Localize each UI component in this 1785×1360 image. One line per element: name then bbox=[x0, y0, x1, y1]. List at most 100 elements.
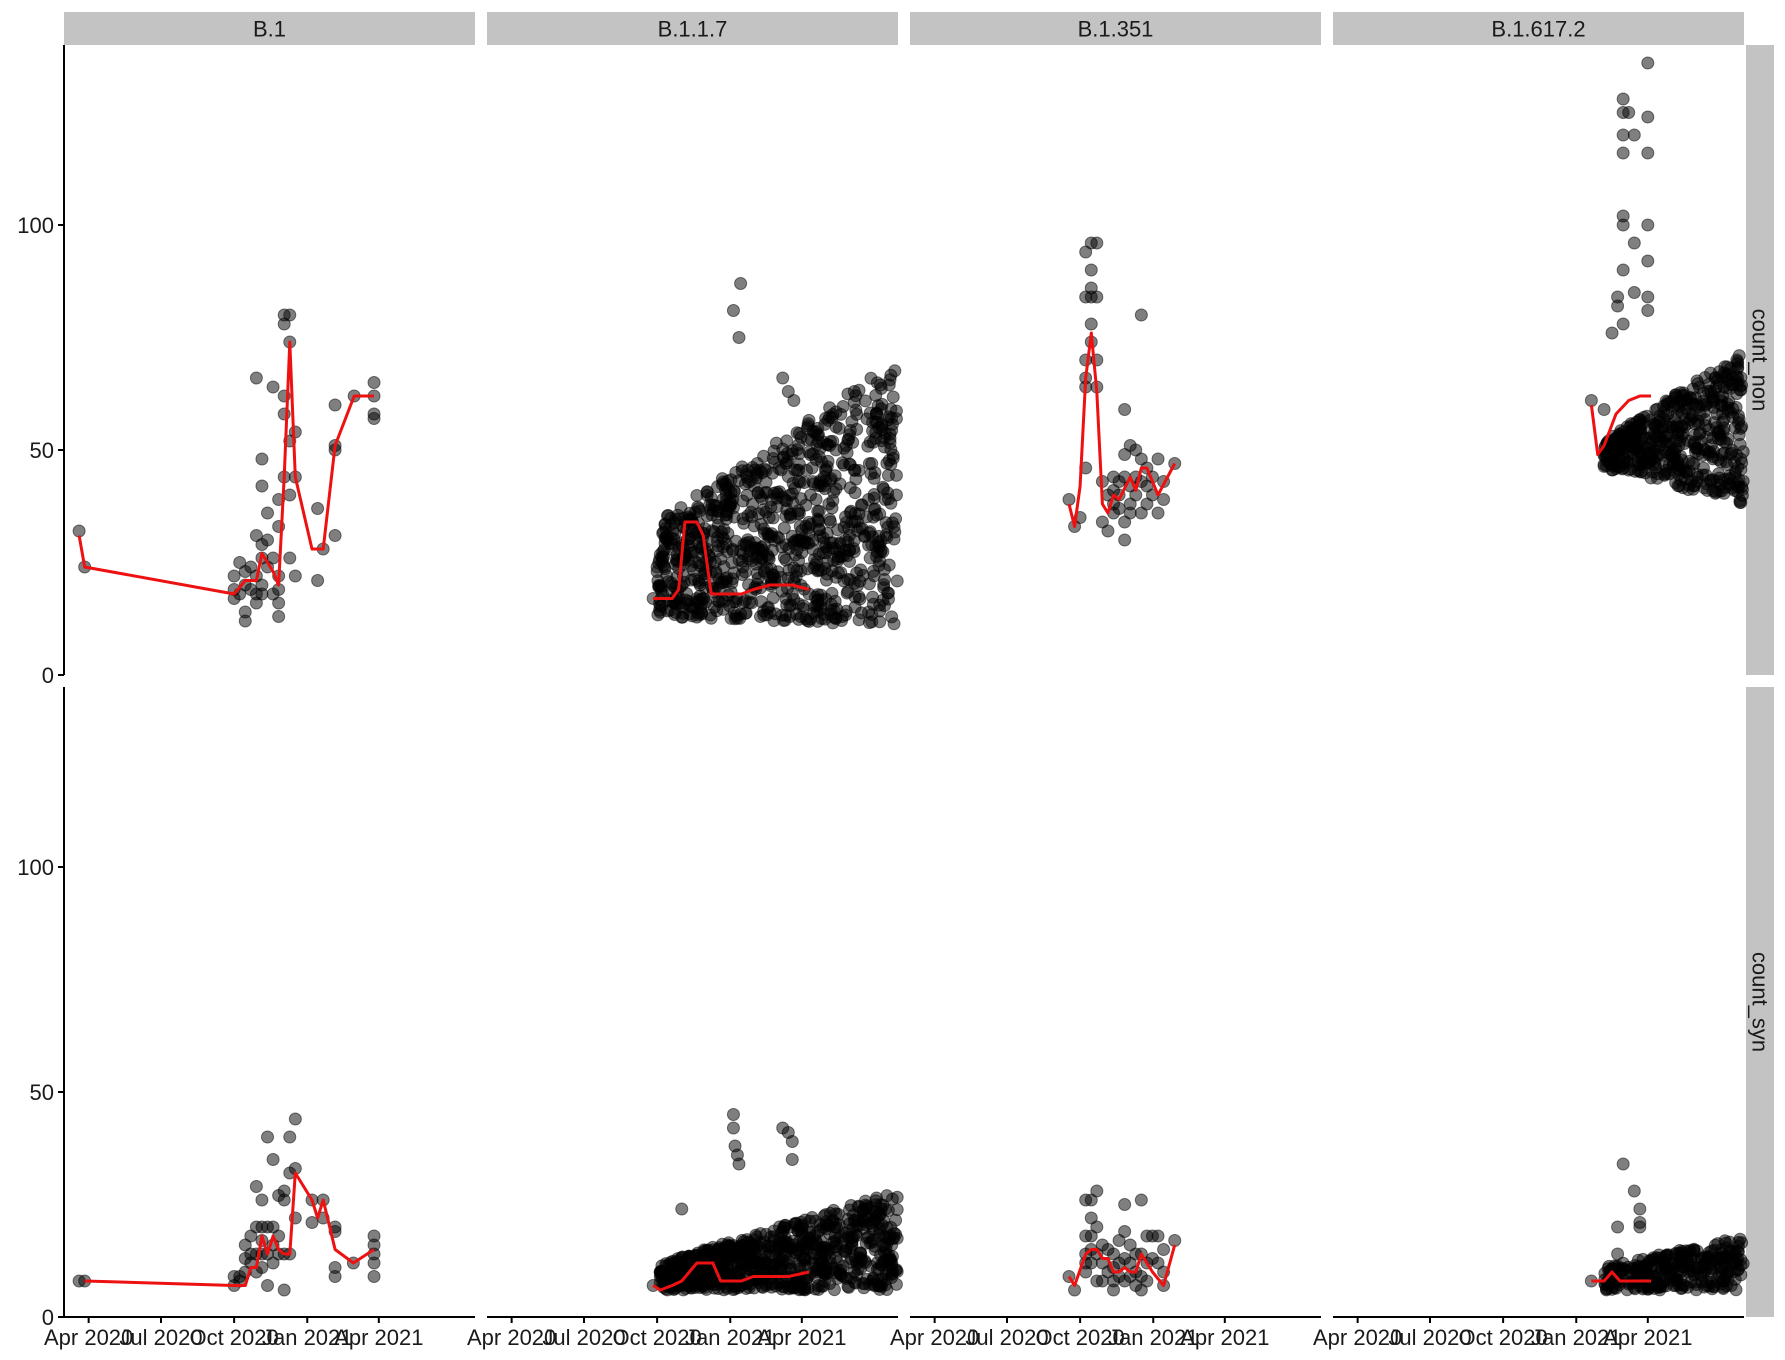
data-point bbox=[852, 507, 866, 521]
data-point bbox=[1725, 443, 1739, 457]
data-point bbox=[1101, 524, 1115, 538]
data-point bbox=[1708, 1243, 1722, 1257]
data-point bbox=[1607, 447, 1621, 461]
data-point bbox=[867, 471, 881, 485]
data-point bbox=[801, 521, 815, 535]
y-tick-label: 100 bbox=[17, 213, 54, 238]
data-point bbox=[659, 522, 673, 536]
data-point bbox=[848, 463, 862, 477]
data-point bbox=[883, 1229, 897, 1243]
data-point bbox=[861, 439, 875, 453]
data-point bbox=[311, 574, 325, 587]
data-point bbox=[847, 1265, 861, 1279]
data-point bbox=[833, 1267, 847, 1281]
data-point bbox=[1090, 236, 1104, 250]
data-point bbox=[1633, 1202, 1647, 1216]
data-point bbox=[869, 388, 883, 402]
data-point bbox=[1657, 399, 1671, 413]
data-point bbox=[1118, 533, 1132, 547]
y-tick-label: 50 bbox=[30, 1080, 54, 1105]
data-point bbox=[854, 1246, 868, 1260]
data-point bbox=[283, 551, 297, 565]
data-point bbox=[722, 499, 736, 513]
data-point bbox=[681, 594, 695, 608]
data-point bbox=[757, 503, 771, 517]
data-point bbox=[751, 486, 765, 500]
data-point bbox=[860, 1231, 874, 1245]
data-point bbox=[769, 1243, 783, 1257]
data-point bbox=[703, 503, 717, 517]
data-point bbox=[754, 595, 768, 609]
data-point bbox=[1090, 290, 1104, 304]
facet-label-count-syn: count_syn bbox=[1748, 952, 1773, 1052]
data-point bbox=[283, 308, 297, 322]
facet-strip-count-non bbox=[1746, 45, 1774, 675]
data-point bbox=[1168, 1234, 1182, 1247]
data-point bbox=[1641, 290, 1655, 304]
data-point bbox=[288, 569, 302, 583]
data-point bbox=[1681, 1262, 1695, 1276]
data-point bbox=[797, 1282, 811, 1296]
data-point bbox=[796, 1235, 810, 1249]
data-point bbox=[1711, 425, 1725, 439]
data-point bbox=[738, 565, 752, 579]
data-point bbox=[827, 610, 841, 624]
data-point bbox=[1684, 413, 1698, 427]
data-point bbox=[1616, 92, 1630, 106]
data-point bbox=[711, 544, 725, 558]
data-point bbox=[757, 1256, 771, 1270]
data-point bbox=[736, 595, 750, 609]
data-point bbox=[1090, 1220, 1104, 1234]
data-point bbox=[261, 506, 275, 520]
data-point bbox=[787, 394, 801, 407]
data-point bbox=[846, 1230, 860, 1244]
data-point bbox=[1616, 317, 1630, 331]
data-point bbox=[1734, 1268, 1748, 1282]
data-point bbox=[1644, 1261, 1658, 1275]
data-point bbox=[792, 1222, 806, 1236]
data-point bbox=[726, 304, 740, 317]
data-point bbox=[1140, 1274, 1154, 1288]
data-point bbox=[746, 1238, 760, 1252]
trend-line bbox=[1067, 1244, 1177, 1287]
data-point bbox=[849, 389, 863, 403]
data-point bbox=[780, 446, 794, 460]
data-point bbox=[1695, 1260, 1709, 1274]
data-point bbox=[785, 487, 799, 501]
data-point bbox=[288, 1112, 302, 1126]
data-point bbox=[885, 417, 899, 431]
data-point bbox=[1616, 128, 1630, 142]
data-point bbox=[1641, 110, 1655, 124]
facet-label-count-non: count_non bbox=[1748, 309, 1773, 412]
facet-strips: B.1 B.1.1.7 B.1.351 B.1.617.2 count_noncount… bbox=[64, 12, 1774, 1317]
data-point bbox=[1611, 1220, 1625, 1234]
data-point bbox=[784, 510, 798, 524]
data-point bbox=[879, 528, 893, 542]
data-point bbox=[791, 533, 805, 547]
data-point bbox=[1157, 1243, 1171, 1256]
data-point bbox=[735, 1233, 749, 1247]
data-point bbox=[1632, 418, 1646, 432]
data-point bbox=[1677, 386, 1691, 400]
data-point bbox=[249, 1180, 263, 1193]
data-point bbox=[1643, 446, 1657, 460]
data-point bbox=[255, 452, 269, 466]
data-point bbox=[792, 474, 806, 488]
data-point bbox=[1731, 357, 1745, 371]
facet-strip-count-syn bbox=[1746, 687, 1774, 1317]
data-point bbox=[806, 424, 820, 438]
data-point bbox=[1151, 1229, 1165, 1243]
x-tick-label: Jul 2020 bbox=[965, 1325, 1048, 1350]
facet-label-b-1-351: B.1.351 bbox=[1078, 17, 1154, 42]
data-point bbox=[1731, 416, 1745, 430]
data-point bbox=[1641, 254, 1655, 268]
trend-line bbox=[652, 1261, 810, 1292]
data-point bbox=[675, 1202, 689, 1216]
data-point bbox=[1728, 1255, 1742, 1269]
data-point bbox=[829, 482, 843, 496]
data-point bbox=[1611, 290, 1625, 304]
data-point bbox=[277, 1193, 291, 1207]
data-point bbox=[1584, 394, 1598, 407]
data-point bbox=[724, 585, 738, 599]
data-point bbox=[848, 486, 862, 500]
